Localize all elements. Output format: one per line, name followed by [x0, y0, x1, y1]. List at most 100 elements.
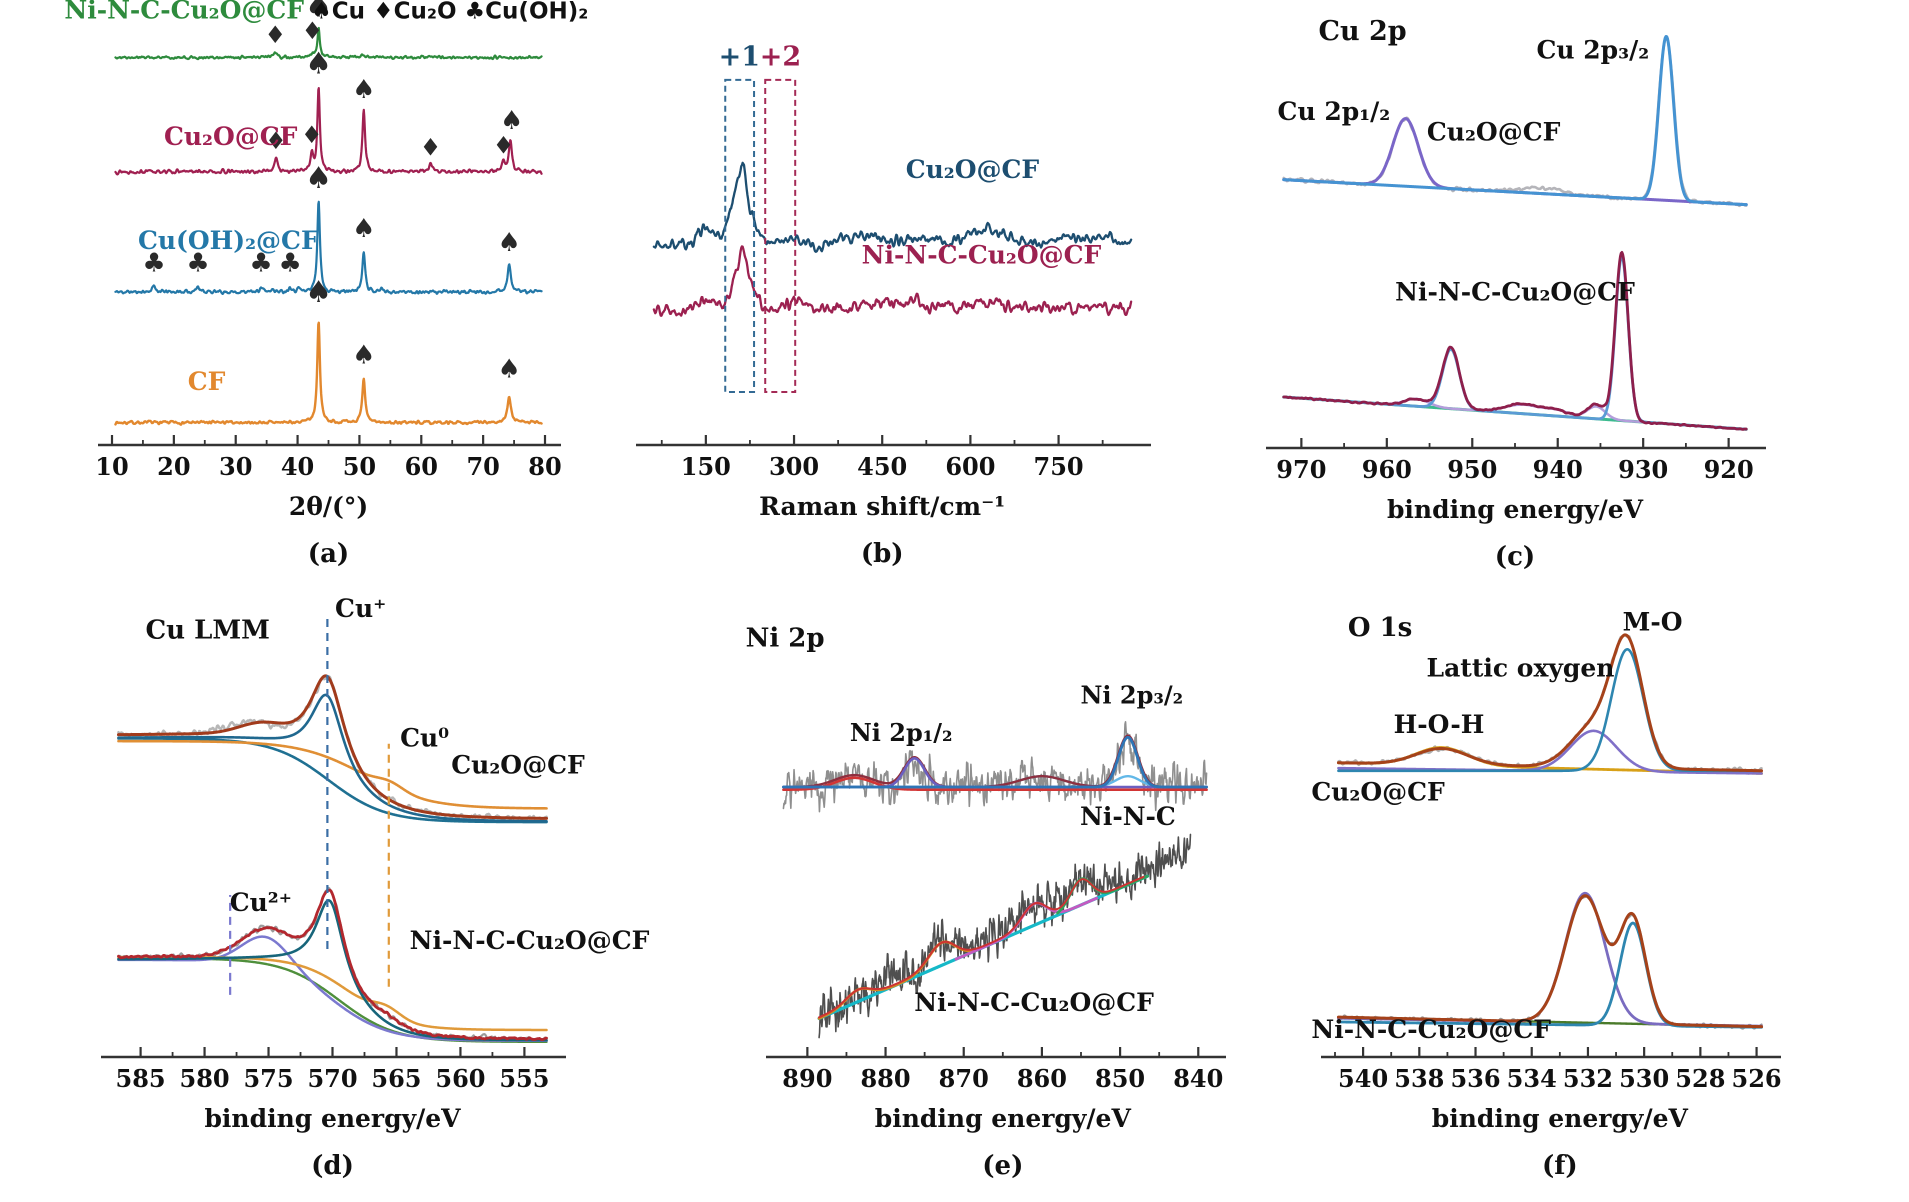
- x-tick-label: 534: [1507, 1064, 1557, 1093]
- panel-caption: (c): [1495, 542, 1535, 572]
- annotation-label: Cu 2p₁/₂: [1278, 97, 1391, 126]
- series-Ni2p32-fit: [782, 735, 1208, 789]
- panel-e-chart: 890 880 870 860 850 840 Ni 2p Ni 2p₁/₂ Ni 2p₃/₂ N…: [746, 624, 1226, 1181]
- x-tick-label: 50: [343, 452, 376, 481]
- panel-a-chart: 10 20 30 40 50 60 70 80♠♠ ♠♣ ♣ ♣ ♣♠♠ ♠♦ ♦♠♠♦ ♦♠♦ ♦♠Ni-N…: [64, 0, 588, 569]
- x-tick-label: 970: [1276, 455, 1326, 484]
- panel-caption: (f): [1542, 1151, 1578, 1181]
- x-tick-label: 880: [860, 1064, 910, 1093]
- phase-marker-cu2o-diamond: ♦: [265, 21, 287, 49]
- phase-marker-cu-spade: ♠: [305, 161, 332, 196]
- series-Cu+-blue: [117, 693, 548, 823]
- x-axis-title: binding energy/eV: [1432, 1104, 1689, 1133]
- phase-marker-cu-spade: ♠: [352, 75, 375, 105]
- x-tick-label: 540: [1338, 1064, 1388, 1093]
- x-tick-label: 860: [1017, 1064, 1067, 1093]
- x-axis-title: 2θ/(°): [289, 492, 368, 521]
- phase-marker-cu-spade: ♠: [305, 275, 332, 310]
- series-NiNCCu2O-blue: [1337, 921, 1763, 1029]
- x-axis-title: binding energy/eV: [204, 1104, 461, 1133]
- x-tick-label: 585: [116, 1064, 166, 1093]
- phase-marker-cuoh2-club: ♣: [278, 249, 301, 279]
- series-Cu2O@CF: [652, 161, 1133, 253]
- phase-marker-cu-spade: ♠: [305, 0, 332, 25]
- annotation-label: Cu 2p₃/₂: [1536, 36, 1649, 65]
- x-tick-label: 70: [466, 452, 499, 481]
- series-NiNC-envelope: [1282, 251, 1748, 431]
- phase-marker-cu-spade: ♠: [497, 355, 520, 385]
- annotation-label: Cu(OH)₂@CF: [138, 226, 319, 255]
- x-tick-label: 570: [307, 1064, 357, 1093]
- x-tick-label: 528: [1675, 1064, 1725, 1093]
- panel-f-chart: 540 538 536 534 532 530 528 526 O 1s M-O Lattic ox…: [1311, 607, 1782, 1181]
- phase-marker-cu2o-diamond: ♦: [420, 133, 442, 161]
- x-tick-label: 840: [1173, 1064, 1223, 1093]
- x-tick-label: 565: [371, 1064, 421, 1093]
- x-tick-label: 150: [681, 452, 731, 481]
- annotation-label: Ni-N-C-Cu₂O@CF: [862, 240, 1102, 269]
- annotation-label: +2: [760, 42, 801, 73]
- annotation-label: Ni 2p₃/₂: [1080, 680, 1183, 709]
- phase-marker-cuoh2-club: ♣: [186, 249, 209, 279]
- panel-b-chart: 150 300 450 600 750 +1 +2 Cu₂O@CF Ni-N-C-Cu₂O@CF…: [636, 42, 1151, 569]
- x-tick-label: 890: [782, 1064, 832, 1093]
- x-tick-label: 60: [405, 452, 438, 481]
- series-NiNC-teal: [117, 899, 548, 1042]
- series-Cu2O@CF-envelope: [116, 674, 549, 820]
- annotation-label: Ni 2p: [746, 624, 825, 654]
- x-tick-label: 600: [945, 452, 995, 481]
- phase-marker-cu-spade: ♠: [305, 47, 332, 82]
- x-tick-label: 450: [857, 452, 907, 481]
- series-Ni-N-C-Cu2O@CF: [114, 26, 543, 61]
- x-tick-label: 575: [243, 1064, 293, 1093]
- annotation-label: O 1s: [1348, 613, 1412, 643]
- phase-marker-cuoh2-club: ♣: [142, 249, 165, 279]
- x-axis-title: binding energy/eV: [1387, 495, 1644, 524]
- panel-d-chart: 585 580 575 570 565 560 555 Cu LMM Cu⁺ Cu⁰Cu₂O@CF…: [101, 594, 650, 1181]
- series-Cu2O@CF-purple: [1337, 729, 1763, 775]
- series-NiNC-envelope: [117, 888, 548, 1042]
- series-Ni-N-C-Cu2O@CF: [652, 245, 1133, 317]
- x-axis-title: binding energy/eV: [875, 1104, 1132, 1133]
- series-NiNCCu2O-raw: [818, 833, 1192, 1039]
- x-tick-label: 40: [281, 452, 314, 481]
- annotation-label: Ni-N-C-Cu₂O@CF: [914, 988, 1154, 1017]
- annotation-label: H-O-H: [1394, 710, 1485, 739]
- highlight-box: [764, 78, 797, 393]
- annotation-label: ♠Cu ♦Cu₂O ♣Cu(OH)₂: [311, 0, 588, 25]
- annotation-label: Cu₂O@CF: [906, 155, 1040, 184]
- annotation-label: M-O: [1623, 607, 1683, 636]
- series-NiNC-baseline: [782, 776, 1208, 791]
- annotation-label: Cu LMM: [145, 616, 270, 646]
- x-tick-label: 300: [769, 452, 819, 481]
- panel-caption: (a): [308, 539, 349, 569]
- phase-marker-cu-spade: ♠: [500, 106, 523, 136]
- panel-caption: (b): [861, 539, 904, 569]
- series-NiNCCu2O-raw: [1337, 893, 1763, 1030]
- annotation-label: Cu 2p: [1318, 16, 1406, 47]
- annotation-label: Ni-N-C-Cu₂O@CF: [410, 926, 650, 955]
- phase-marker-cu-spade: ♠: [352, 340, 375, 370]
- annotation-label: Ni-N-C-Cu₂O@CF: [64, 0, 304, 25]
- annotation-label: +1: [719, 42, 760, 73]
- annotation-label: Cu₂O@CF: [1311, 778, 1445, 807]
- series-NiNC-raw: [782, 721, 1208, 813]
- phase-marker-cu2o-diamond: ♦: [493, 131, 515, 159]
- x-tick-label: 526: [1732, 1064, 1782, 1093]
- series-Cu(OH)2@CF: [114, 200, 543, 296]
- series-NiNCCu2O-purple: [1337, 891, 1763, 1028]
- x-tick-label: 960: [1362, 455, 1412, 484]
- series-NiNCCu2O-envelope: [818, 875, 1145, 1019]
- x-tick-label: 870: [939, 1064, 989, 1093]
- annotation-label: Cu₂O@CF: [451, 751, 585, 780]
- annotation-label: Ni 2p₁/₂: [850, 718, 953, 747]
- x-tick-label: 950: [1447, 455, 1497, 484]
- x-tick-label: 530: [1619, 1064, 1669, 1093]
- panel-caption: (e): [982, 1151, 1023, 1181]
- series-CF: [114, 321, 543, 426]
- annotation-label: Cu₂O@CF: [164, 122, 298, 151]
- panel-c-chart: 970 960 950 940 930 920 Cu 2p Cu 2p₁/₂ Cu 2p₃/₂ C…: [1266, 16, 1766, 572]
- annotation-label: Cu₂O@CF: [1427, 118, 1561, 147]
- series-NiNC-raw: [117, 886, 548, 1043]
